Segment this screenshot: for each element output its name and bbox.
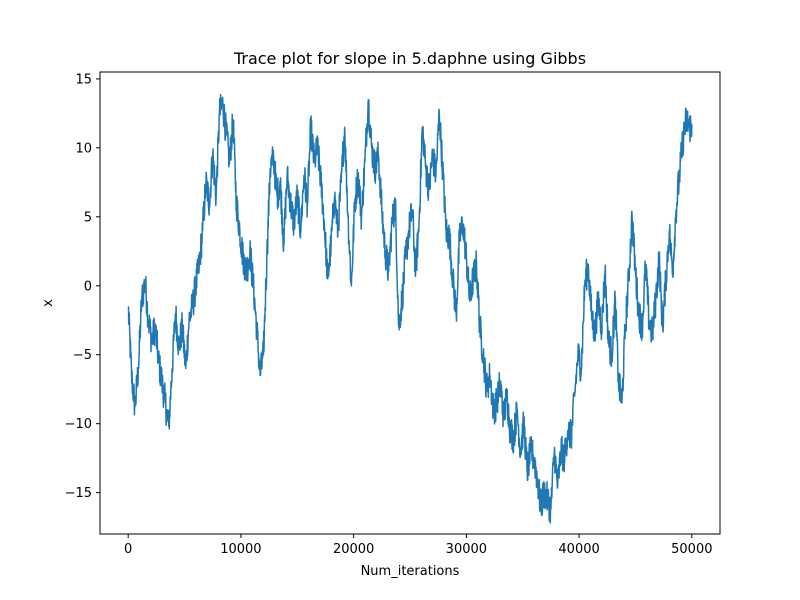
x-tick-label: 10000 [220,542,261,557]
y-tick-label: 10 [75,141,92,156]
x-tick-label: 40000 [558,542,599,557]
chart-title: Trace plot for slope in 5.daphne using G… [233,49,586,68]
x-tick-label: 30000 [446,542,487,557]
y-axis-ticks: −15 −10 −5 0 5 10 15 [65,72,100,501]
x-tick-label: 20000 [333,542,374,557]
y-tick-label: −10 [65,417,92,432]
y-tick-label: 0 [84,279,92,294]
x-axis-label: Num_iterations [361,564,460,579]
plot-frame [99,71,721,535]
y-tick-label: 5 [84,210,92,225]
x-axis-ticks: 0 10000 20000 30000 40000 50000 [124,534,712,557]
data-layer [127,93,693,524]
x-tick-label: 50000 [671,542,712,557]
trace-line [127,93,693,524]
y-axis-label: x [41,299,56,307]
y-tick-label: −5 [73,348,92,363]
y-tick-label: −15 [65,486,92,501]
plot-area [100,72,720,534]
y-tick-label: 15 [75,72,92,87]
x-tick-label: 0 [124,542,132,557]
